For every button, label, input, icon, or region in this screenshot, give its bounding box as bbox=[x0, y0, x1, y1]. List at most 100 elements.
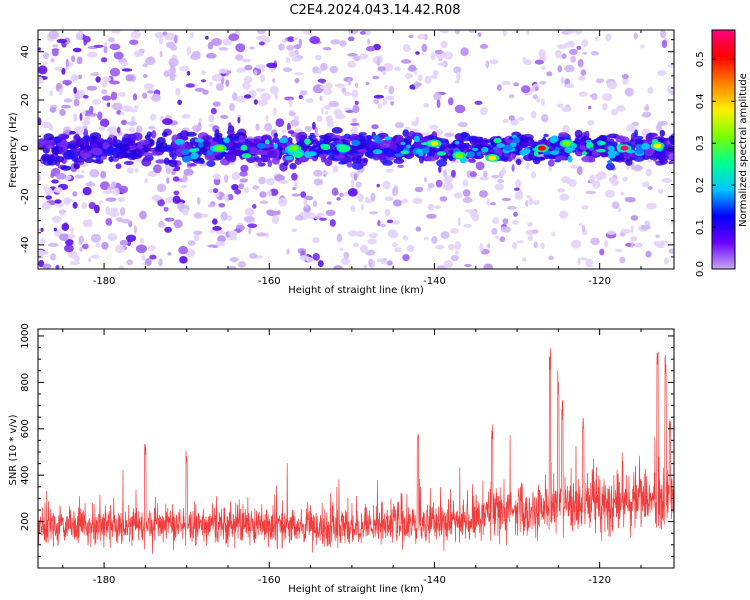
spectrogram-speckle bbox=[115, 244, 125, 254]
spectrogram-band-cell bbox=[469, 136, 478, 146]
spectrogram-bright-cell bbox=[185, 149, 190, 155]
spectrogram-speckle bbox=[145, 57, 156, 65]
spectrogram-speckle bbox=[102, 190, 113, 194]
spectrogram-speckle bbox=[103, 45, 108, 54]
spectrogram-speckle bbox=[412, 197, 423, 204]
spectrogram-band-cell bbox=[287, 130, 295, 134]
spectrogram-band-cell bbox=[267, 139, 279, 143]
spectrogram-hotspot bbox=[430, 140, 439, 146]
spectrogram-speckle bbox=[298, 94, 303, 100]
spectrogram-speckle bbox=[112, 102, 123, 111]
spectrogram-speckle bbox=[661, 39, 668, 49]
spectrogram-speckle bbox=[186, 46, 191, 56]
spectrogram-speckle bbox=[526, 162, 530, 170]
spectrogram-speckle bbox=[316, 212, 325, 217]
spectrogram-speckle bbox=[460, 47, 469, 57]
spectrogram-speckle bbox=[133, 158, 143, 162]
spectrogram-bright-cell bbox=[493, 137, 502, 144]
spectrogram-speckle bbox=[430, 74, 438, 79]
snr-x-axis: -180 -160 -140 -120 bbox=[62, 329, 642, 586]
spectrogram-speckle bbox=[208, 114, 215, 123]
spectrogram-speckle bbox=[107, 233, 118, 242]
spectrogram-speckle bbox=[208, 189, 215, 194]
spectrogram-speckle bbox=[576, 45, 582, 50]
spectrogram-speckle bbox=[661, 178, 673, 183]
spectrogram-speckle bbox=[243, 94, 252, 99]
spectrogram-speckle bbox=[95, 76, 101, 83]
spectrogram-speckle bbox=[157, 221, 165, 228]
spectrogram-speckle bbox=[42, 61, 48, 66]
spectrogram-speckle bbox=[541, 114, 549, 123]
spectrogram-speckle bbox=[39, 163, 44, 167]
spectrogram-band-cell bbox=[246, 156, 256, 163]
spectrogram-speckle bbox=[333, 265, 343, 269]
spectrogram-speckle bbox=[647, 186, 653, 190]
spectrogram-speckle bbox=[599, 248, 605, 256]
spectrogram-speckle bbox=[557, 44, 567, 50]
spectrogram-speckle bbox=[51, 215, 62, 223]
spectrogram-speckle bbox=[256, 35, 268, 41]
spectrogram-speckle bbox=[491, 174, 500, 179]
spectrogram-speckle bbox=[289, 50, 296, 58]
spectrogram-speckle bbox=[448, 97, 454, 106]
spectrogram-speckle bbox=[633, 32, 638, 40]
spectrogram-bright-cell bbox=[493, 147, 498, 151]
spectrogram-speckle bbox=[70, 226, 74, 235]
spectrogram-speckle bbox=[620, 228, 631, 234]
spectrogram-band-cell bbox=[668, 161, 674, 165]
colorbar-tick-label: 0.1 bbox=[695, 219, 706, 235]
spectrogram-speckle bbox=[492, 217, 500, 225]
spectrogram-speckle bbox=[239, 171, 248, 177]
spectrogram-speckle bbox=[534, 59, 544, 65]
spectrogram-speckle bbox=[59, 108, 66, 116]
spectrogram-speckle bbox=[173, 190, 180, 196]
spectrogram-speckle bbox=[201, 70, 206, 75]
spectrogram-speckle bbox=[555, 49, 563, 59]
spectrogram-bright-cell bbox=[197, 142, 204, 148]
spectrogram-speckle bbox=[135, 244, 147, 254]
spectrogram-speckle bbox=[288, 99, 293, 108]
spectrogram-speckle bbox=[316, 115, 323, 123]
spectrogram-bright-cell bbox=[641, 143, 651, 150]
spectrogram-speckle bbox=[581, 39, 589, 48]
spectrogram-speckle bbox=[570, 55, 576, 63]
spectrogram-speckle bbox=[54, 199, 62, 204]
spectrogram-speckle bbox=[265, 115, 269, 122]
spectrogram-speckle bbox=[367, 238, 377, 245]
spectrogram-y-tick-label: -20 bbox=[20, 188, 31, 204]
spectrogram-speckle bbox=[605, 33, 612, 42]
spectrogram-speckle bbox=[626, 124, 636, 132]
spectrogram-speckle bbox=[557, 65, 563, 73]
spectrogram-speckle bbox=[59, 209, 66, 216]
spectrogram-speckle bbox=[255, 123, 260, 131]
spectrogram-speckle bbox=[43, 52, 50, 60]
spectrogram-speckle bbox=[497, 179, 504, 183]
spectrogram-band-cell bbox=[215, 137, 223, 143]
spectrogram-bright-cell bbox=[567, 155, 573, 163]
spectrogram-y-tick-label: 20 bbox=[20, 94, 31, 107]
spectrogram-speckle bbox=[183, 168, 194, 176]
spectrogram-speckle bbox=[531, 171, 537, 179]
spectrogram-speckle bbox=[640, 224, 651, 231]
spectrogram-speckle bbox=[367, 38, 371, 45]
spectrogram-speckle bbox=[376, 183, 380, 188]
spectrogram-speckle bbox=[285, 56, 290, 64]
spectrogram-speckle bbox=[183, 175, 188, 182]
spectrogram-speckle bbox=[179, 65, 190, 72]
spectrogram-speckle bbox=[269, 188, 279, 196]
spectrogram-speckle bbox=[98, 200, 103, 205]
spectrogram-speckle bbox=[423, 33, 428, 41]
spectrogram-bright-cell bbox=[436, 151, 447, 156]
spectrogram-speckle bbox=[134, 168, 139, 173]
spectrogram-speckle bbox=[640, 44, 645, 49]
spectrogram-speckle bbox=[117, 197, 125, 202]
spectrogram-speckle bbox=[129, 39, 139, 45]
colorbar-tick-label: 0.5 bbox=[695, 51, 706, 67]
spectrogram-band-cell bbox=[668, 135, 674, 142]
spectrogram-speckle bbox=[163, 71, 170, 78]
spectrogram-speckle bbox=[530, 110, 537, 119]
spectrogram-bright-cell bbox=[394, 153, 404, 157]
spectrogram-speckle bbox=[576, 166, 583, 175]
spectrogram-speckle bbox=[64, 37, 71, 45]
